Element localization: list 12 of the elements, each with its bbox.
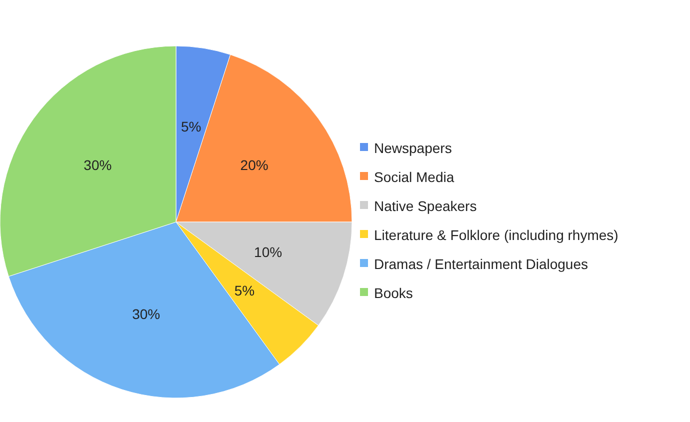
data-label: 30% xyxy=(132,306,160,322)
legend-label: Social Media xyxy=(374,169,454,185)
legend-label: Books xyxy=(374,285,413,301)
data-label: 20% xyxy=(240,157,268,174)
legend-label: Dramas / Entertainment Dialogues xyxy=(374,256,588,272)
data-label: 5% xyxy=(234,282,255,298)
data-label: 5% xyxy=(181,118,202,134)
legend-label: Native Speakers xyxy=(374,198,477,214)
data-label: 30% xyxy=(84,157,112,174)
legend-label: Literature & Folklore (including rhymes) xyxy=(374,227,618,243)
legend-label: Newspapers xyxy=(374,140,452,156)
data-label: 10% xyxy=(254,244,282,260)
